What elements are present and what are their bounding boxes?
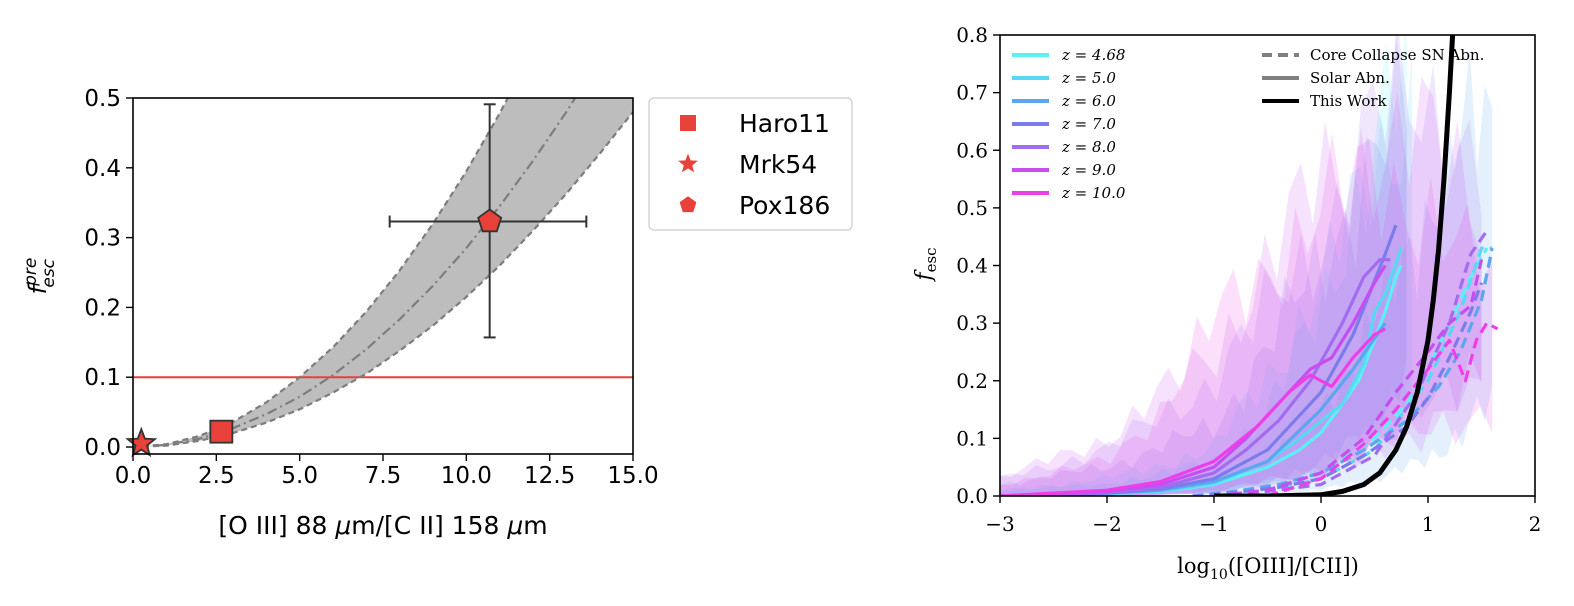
legend-label-redshift: z = 9.0	[1061, 161, 1116, 179]
series-solid-line	[1000, 327, 1386, 496]
y-tick-label: 0.3	[84, 226, 121, 252]
legend-label-redshift: z = 5.0	[1061, 69, 1116, 87]
y-tick-label: 0.5	[956, 196, 988, 220]
series-dashed-line	[1192, 282, 1483, 496]
y-tick-label: 0.2	[956, 369, 988, 393]
x-tick-label: 12.5	[524, 463, 575, 489]
series-dashed-line	[1267, 321, 1499, 496]
scatter-band	[1000, 35, 1482, 496]
y-tick-label: 0.4	[956, 254, 988, 278]
right-chart-panel: −3 −2 −1 0 1 2 0.0 0.1 0.2 0.3 0.4 0.5 0.6 0.7 0.8 lo…	[912, 23, 1541, 583]
legend-label-redshift: z = 10.0	[1061, 184, 1126, 202]
x-tick-label: 1	[1422, 512, 1435, 536]
legend-marker-haro11	[680, 115, 696, 131]
y-tick-label: 0.0	[956, 484, 988, 508]
legend-label-redshift: z = 7.0	[1061, 115, 1116, 133]
x-tick-label: −3	[985, 512, 1014, 536]
legend-label-style: This Work	[1310, 92, 1388, 110]
relation-band	[133, 98, 633, 448]
legend-label-style: Solar Abn.	[1310, 69, 1390, 87]
scatter-band	[1000, 54, 1412, 496]
x-tick-label: 0	[1315, 512, 1328, 536]
series-solid-line	[1000, 258, 1391, 496]
left-legend: Haro11 Mrk54 Pox186	[648, 97, 853, 231]
y-tick-label: 0.7	[956, 81, 988, 105]
right-y-ticks: 0.0 0.1 0.2 0.3 0.4 0.5 0.6 0.7 0.8	[956, 23, 1000, 508]
redshift-legend: z = 4.68 z = 5.0 z = 6.0 z = 7.0 z = 8.0 z = …	[1012, 46, 1126, 202]
relation-central-line	[133, 98, 577, 449]
right-y-axis-label: fesc	[912, 247, 940, 282]
x-tick-label: 15.0	[607, 463, 658, 489]
x-tick-label: 2.5	[198, 463, 235, 489]
x-tick-label: 7.5	[365, 463, 402, 489]
redshift-lines	[1000, 224, 1499, 496]
relation-lines	[133, 98, 633, 449]
right-x-ticks: −3 −2 −1 0 1 2	[985, 496, 1541, 536]
series-dashed-line	[1213, 259, 1484, 496]
left-chart-panel: 0.0 2.5 5.0 7.5 10.0 12.5 15.0 0.0 0.1 0.2 0.3 0.4…	[21, 86, 853, 540]
scatter-band	[1000, 132, 1493, 496]
y-tick-label: 0.3	[956, 311, 988, 335]
relation-upper-line	[133, 98, 510, 449]
y-tick-label: 0.1	[84, 365, 121, 391]
x-tick-label: −1	[1199, 512, 1228, 536]
y-tick-label: 0.2	[84, 295, 121, 321]
series-dashed-line	[1192, 247, 1494, 496]
y-tick-label: 0.6	[956, 138, 988, 162]
legend-label-haro11: Haro11	[739, 109, 830, 138]
legend-label-redshift: z = 4.68	[1061, 46, 1125, 64]
legend-label-style: Core Collapse SN Abn.	[1310, 46, 1484, 64]
right-x-axis-label: log10([OIII]/[CII])	[1177, 554, 1359, 583]
x-tick-label: 10.0	[441, 463, 492, 489]
y-tick-label: 0.8	[956, 23, 988, 47]
marker-pox186	[477, 208, 503, 233]
left-y-ticks: 0.0 0.1 0.2 0.3 0.4 0.5	[84, 86, 133, 461]
left-legend-box	[648, 97, 853, 231]
left-y-axis-label: fpreesc	[21, 258, 59, 295]
y-tick-label: 0.4	[84, 156, 121, 182]
x-tick-label: 0.0	[115, 463, 152, 489]
y-tick-label: 0.0	[84, 435, 121, 461]
left-x-axis-label: [O III] 88 μm/[C II] 158 μm	[218, 511, 547, 540]
legend-label-redshift: z = 6.0	[1061, 92, 1116, 110]
data-markers	[125, 208, 503, 458]
y-tick-label: 0.1	[956, 426, 988, 450]
legend-marker-pox186	[679, 196, 697, 213]
y-tick-label: 0.5	[84, 86, 121, 112]
left-x-ticks: 0.0 2.5 5.0 7.5 10.0 12.5 15.0	[115, 454, 659, 489]
legend-label-mrk54: Mrk54	[739, 150, 817, 179]
x-tick-label: −2	[1092, 512, 1121, 536]
legend-marker-mrk54	[678, 153, 698, 173]
scatter-band	[1000, 76, 1482, 496]
series-dashed-line	[1213, 229, 1489, 496]
legend-label-pox186: Pox186	[739, 191, 830, 220]
style-legend: Core Collapse SN Abn. Solar Abn. This Work	[1262, 46, 1484, 110]
this-work-line	[1214, 35, 1456, 496]
marker-mrk54	[125, 426, 158, 458]
relation-band-layer	[133, 98, 633, 448]
legend-label-redshift: z = 8.0	[1061, 138, 1116, 156]
series-dashed-line	[1213, 246, 1493, 496]
marker-haro11	[209, 419, 234, 444]
x-tick-label: 5.0	[281, 463, 318, 489]
x-tick-label: 2	[1529, 512, 1542, 536]
